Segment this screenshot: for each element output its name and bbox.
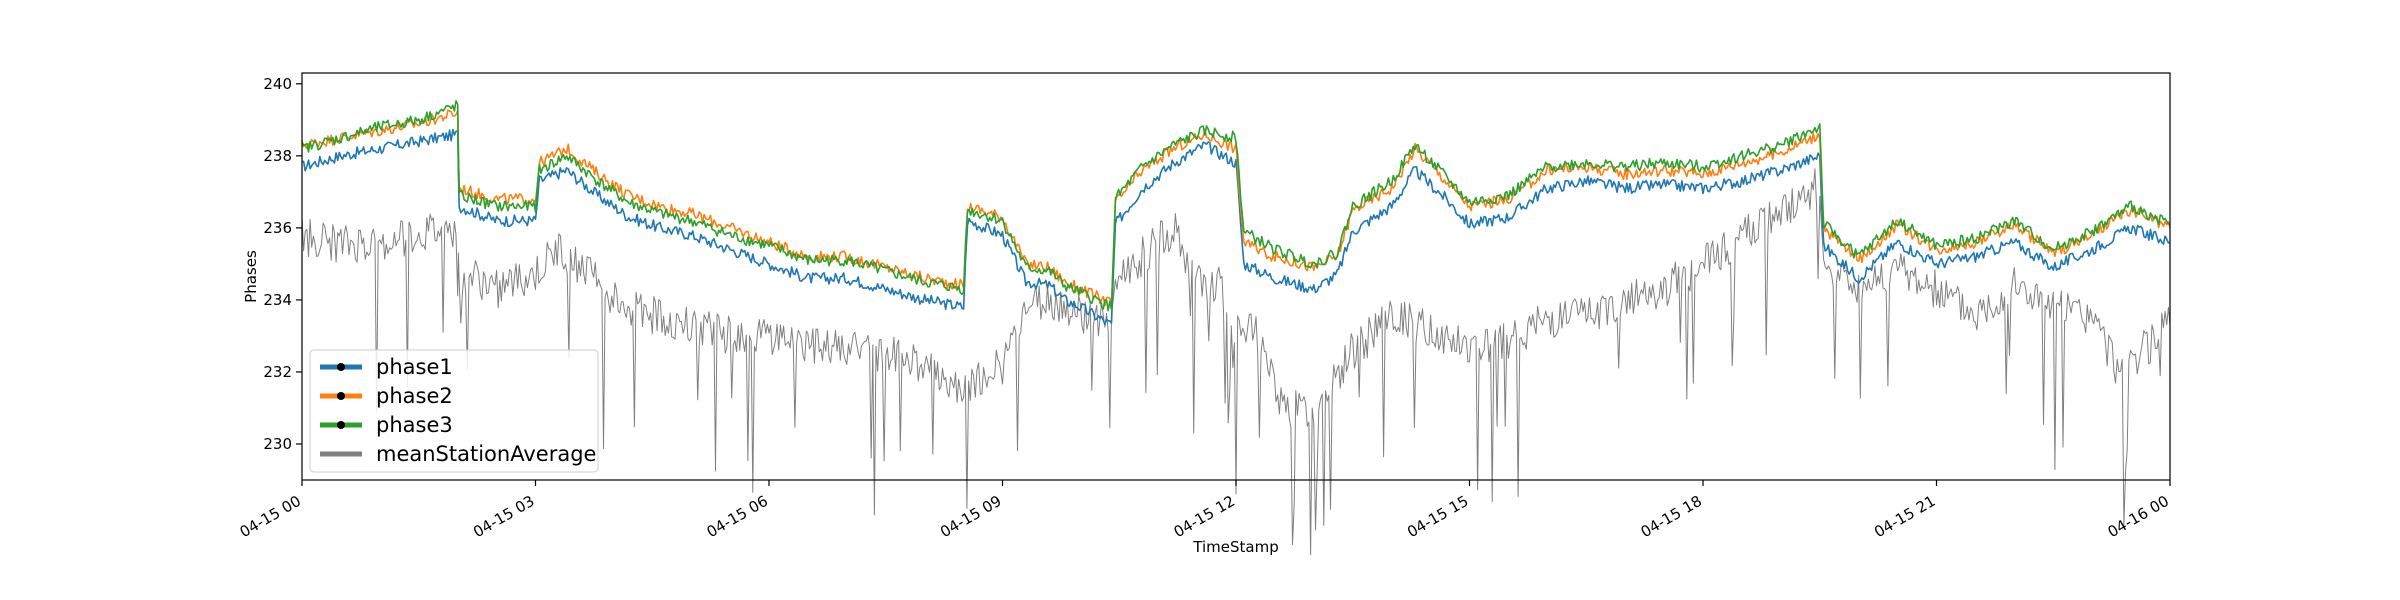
y-tick-label: 236: [263, 219, 292, 237]
legend-marker: [337, 363, 345, 371]
legend-marker: [337, 421, 345, 429]
legend-label: phase3: [376, 413, 453, 437]
legend-box: [309, 349, 599, 473]
y-tick-label: 234: [263, 291, 292, 309]
legend-label: phase1: [376, 355, 453, 379]
y-axis-title: Phases: [242, 250, 260, 303]
series-line-phase3: [301, 100, 2171, 312]
series-layer: [301, 100, 2171, 556]
series-line-phase1: [301, 128, 2171, 326]
y-tick-label: 232: [263, 363, 292, 381]
y-tick-label: 240: [263, 75, 292, 93]
series-line-meanStationAverage: [301, 168, 2171, 556]
legend-marker: [337, 392, 345, 400]
y-tick-label: 230: [263, 435, 292, 453]
legend-label: phase2: [376, 384, 453, 408]
y-axis: 230 232 234 236 238 240: [263, 75, 302, 453]
y-tick-label: 238: [263, 147, 292, 165]
legend: phase1 phase2 phase3 meanStationAverage: [309, 349, 599, 473]
x-axis-title: TimeStamp: [1192, 538, 1278, 556]
legend-label: meanStationAverage: [376, 442, 596, 466]
